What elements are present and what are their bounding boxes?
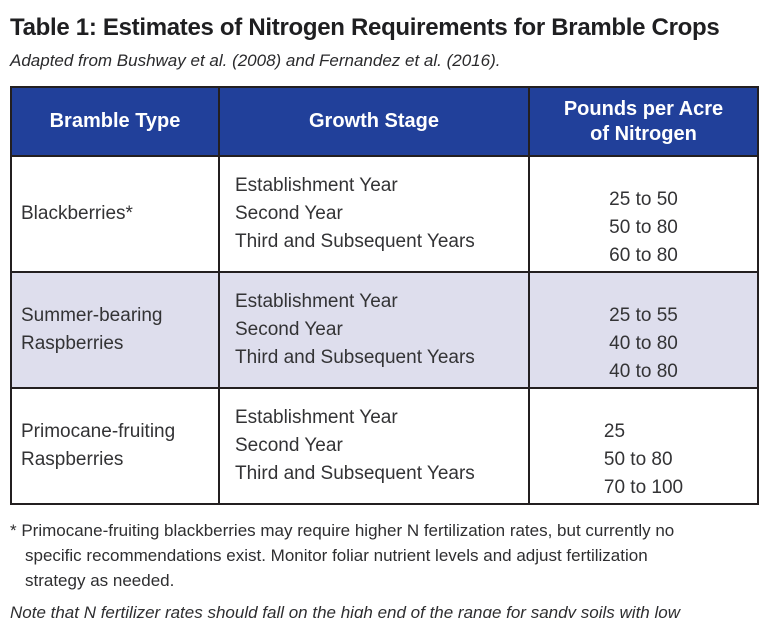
asterisk-footnote: * Primocane-fruiting blackberries may re…	[10, 521, 675, 590]
table-row: Summer-bearing Raspberries Establishment…	[10, 271, 759, 389]
col-header-pounds-per-acre: Pounds per Acre of Nitrogen	[528, 86, 759, 157]
col-header-growth-stage: Growth Stage	[218, 86, 530, 157]
pounds-per-acre-cell: 25 to 50 50 to 80 60 to 80	[528, 155, 759, 273]
col-header-bramble-type: Bramble Type	[10, 86, 220, 157]
bramble-type-cell: Summer-bearing Raspberries	[10, 271, 220, 389]
pounds-values: 25 50 to 80 70 to 100	[603, 421, 684, 498]
bramble-type-cell: Blackberries*	[10, 155, 220, 273]
table-source-citation: Adapted from Bushway et al. (2008) and F…	[10, 51, 501, 70]
nitrogen-requirements-table: Bramble Type Growth Stage Pounds per Acr…	[10, 86, 759, 505]
pounds-per-acre-cell: 25 50 to 80 70 to 100	[528, 387, 759, 505]
bramble-type-cell: Primocane-fruiting Raspberries	[10, 387, 220, 505]
table-row: Primocane-fruiting Raspberries Establish…	[10, 387, 759, 505]
table-row: Blackberries* Establishment Year Second …	[10, 155, 759, 273]
pounds-values: 25 to 50 50 to 80 60 to 80	[609, 189, 678, 266]
soil-rate-note: Note that N fertilizer rates should fall…	[10, 603, 680, 618]
growth-stage-cell: Establishment Year Second Year Third and…	[218, 155, 530, 273]
growth-stage-cell: Establishment Year Second Year Third and…	[218, 271, 530, 389]
growth-stage-cell: Establishment Year Second Year Third and…	[218, 387, 530, 505]
pounds-values: 25 to 55 40 to 80 40 to 80	[609, 305, 678, 382]
header-row: Bramble Type Growth Stage Pounds per Acr…	[10, 86, 759, 157]
table-title: Table 1: Estimates of Nitrogen Requireme…	[10, 14, 720, 41]
pounds-per-acre-cell: 25 to 55 40 to 80 40 to 80	[528, 271, 759, 389]
